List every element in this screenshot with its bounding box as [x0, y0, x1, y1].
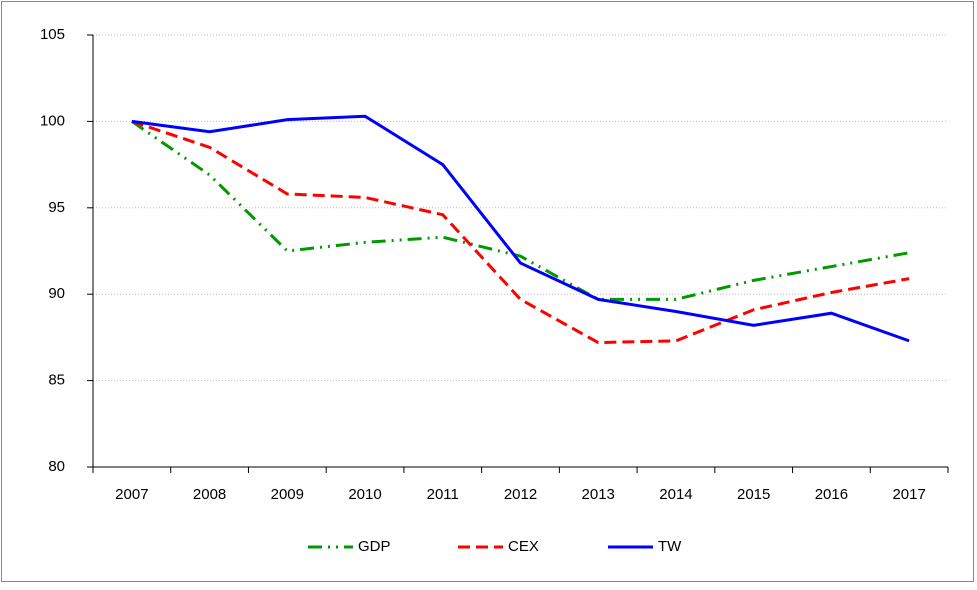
y-tick-label: 90 [48, 285, 65, 302]
y-tick-label: 80 [48, 458, 65, 475]
x-tick-label: 2015 [737, 486, 770, 503]
line-series [131, 119, 910, 345]
x-tick-label: 2008 [193, 486, 226, 503]
y-tick-label: 95 [48, 199, 65, 216]
x-tick-label: 2010 [348, 486, 381, 503]
y-tick-label: 105 [40, 26, 65, 43]
legend-label: GDP [358, 538, 391, 555]
legend-label: CEX [508, 538, 539, 555]
x-tick-label: 2013 [582, 486, 615, 503]
x-tick-label: 2007 [115, 486, 148, 503]
x-tick-label: 2009 [271, 486, 304, 503]
x-tick-label: 2016 [815, 486, 848, 503]
y-tick-label: 100 [40, 112, 65, 129]
x-tick-label: 2017 [892, 486, 925, 503]
legend-label: TW [658, 538, 682, 555]
line-series [131, 114, 910, 343]
line-series [131, 120, 910, 301]
x-tick-label: 2014 [659, 486, 692, 503]
x-tick-label: 2012 [504, 486, 537, 503]
x-tick-label: 2011 [427, 486, 459, 503]
y-tick-label: 85 [48, 372, 65, 389]
